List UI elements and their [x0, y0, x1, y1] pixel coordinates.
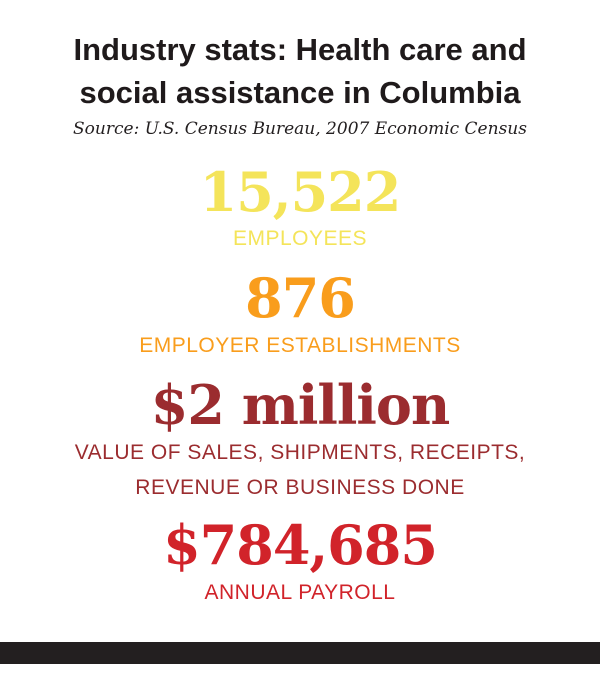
employees-label: EMPLOYEES: [232, 227, 368, 250]
payroll-value: $784,685: [163, 513, 438, 577]
sales-label-line-2: REVENUE OR BUSINESS DONE: [135, 476, 465, 499]
establishments-label: EMPLOYER ESTABLISHMENTS: [139, 334, 461, 357]
sales-label-line-1: VALUE OF SALES, SHIPMENTS, RECEIPTS,: [74, 441, 526, 464]
source-note: Source: U.S. Census Bureau, 2007 Economi…: [73, 119, 527, 139]
title-line-1: Industry stats: Health care and: [73, 32, 527, 67]
establishments-value: 876: [245, 266, 356, 330]
title-line-2: social assistance in Columbia: [79, 75, 521, 110]
employees-value: 15,522: [199, 160, 402, 224]
payroll-label: ANNUAL PAYROLL: [204, 581, 396, 604]
sales-value: $2 million: [150, 373, 450, 437]
footer-bar: [0, 642, 600, 664]
